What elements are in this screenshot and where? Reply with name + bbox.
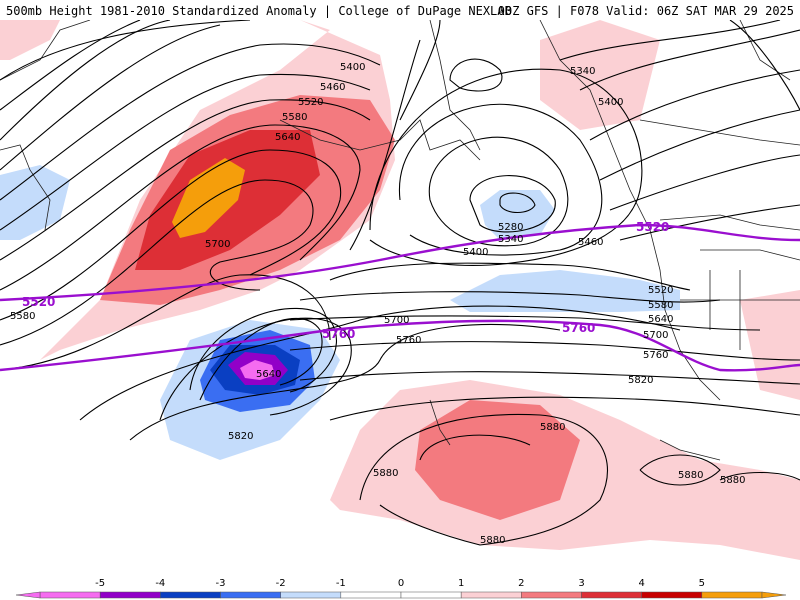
- colorbar-tick-label: -2: [276, 578, 286, 589]
- contour-label: 5520: [298, 97, 323, 108]
- anomaly-region: [415, 400, 580, 520]
- contour-label: 5400: [598, 97, 623, 108]
- colorbar-tick-label: 2: [518, 578, 524, 589]
- highlight-contours: [0, 223, 800, 372]
- contour-label: 5520: [648, 285, 673, 296]
- colorbar-segment: [581, 591, 642, 599]
- colorbar-tick-label: -1: [336, 578, 346, 589]
- contour-label: 5340: [498, 234, 523, 245]
- contour-label: 5760: [396, 335, 421, 346]
- anomaly-region: [540, 20, 660, 130]
- colorbar-segment: [340, 591, 402, 599]
- title-bar: 500mb Height 1981-2010 Standardized Anom…: [0, 0, 800, 20]
- highlight-labels: 5520 5520 5760 5760: [22, 220, 669, 341]
- colorbar-segment: [39, 591, 101, 599]
- negative-anomaly-shading: [0, 165, 680, 460]
- contour-label: 5640: [648, 314, 673, 325]
- highlight-label: 5520: [636, 220, 669, 234]
- anomaly-region: [480, 190, 555, 240]
- colorbar-tick-label: 5: [699, 578, 705, 589]
- anomaly-map: 5400 5460 5520 5580 5640 5700 5340 5400 …: [0, 20, 800, 580]
- contour-label: 5580: [10, 311, 35, 322]
- colorbar-segment: [160, 591, 221, 599]
- colorbar-tick-label: -5: [95, 578, 105, 589]
- contour-label: 5880: [480, 535, 505, 546]
- contour-label: 5700: [205, 239, 230, 250]
- positive-anomaly-shading: [0, 20, 800, 560]
- colorbar-segment: [641, 591, 703, 599]
- colorbar-tick-label: 1: [458, 578, 464, 589]
- colorbar-segment: [99, 591, 161, 599]
- colorbar-tick-label: -4: [155, 578, 165, 589]
- colorbar-segments: [15, 591, 787, 599]
- contour-label: 5880: [540, 422, 565, 433]
- contour-labels: 5400 5460 5520 5580 5640 5700 5340 5400 …: [10, 62, 745, 546]
- contour-label: 5820: [228, 431, 253, 442]
- contour-label: 5460: [320, 82, 345, 93]
- colorbar-segment: [701, 591, 763, 599]
- contour-label: 5580: [648, 300, 673, 311]
- contour-label: 5700: [384, 315, 409, 326]
- colorbar-tick-label: 4: [638, 578, 644, 589]
- contour-label: 5280: [498, 222, 523, 233]
- contour-label: 5640: [256, 369, 281, 380]
- contour-label: 5880: [678, 470, 703, 481]
- highlight-label: 5760: [322, 327, 355, 341]
- anomaly-region: [172, 158, 245, 238]
- highlight-label: 5520: [22, 295, 55, 309]
- colorbar-high-arrow: [761, 591, 787, 599]
- contour-label: 5880: [373, 468, 398, 479]
- height-contours: [0, 20, 800, 546]
- colorbar-segment: [400, 591, 462, 599]
- colorbar-segment: [280, 591, 342, 599]
- anomaly-region: [0, 165, 70, 240]
- contour-label: 5400: [463, 247, 488, 258]
- contour-label: 5760: [643, 350, 668, 361]
- colorbar-legend: -5 -4 -3 -2 -1 0 1 2 3 4 5: [15, 578, 787, 599]
- contour-label: 5640: [275, 132, 300, 143]
- anomaly-region: [740, 290, 800, 400]
- anomaly-region: [0, 20, 60, 60]
- contour-label: 5340: [570, 66, 595, 77]
- anomaly-region: [450, 270, 680, 312]
- highlight-label: 5760: [562, 321, 595, 335]
- coastlines: [0, 20, 800, 461]
- colorbar-tick-label: 0: [398, 578, 404, 589]
- contour-label: 5700: [643, 330, 668, 341]
- colorbar-tick-label: -3: [216, 578, 226, 589]
- colorbar-segment: [220, 591, 281, 599]
- colorbar-tick-label: 3: [578, 578, 584, 589]
- colorbar-low-arrow: [15, 591, 41, 599]
- colorbar-segment: [521, 591, 582, 599]
- contour-label: 5460: [578, 237, 603, 248]
- colorbar-segment: [460, 591, 522, 599]
- contour-label: 5880: [720, 475, 745, 486]
- contour-label: 5580: [282, 112, 307, 123]
- colorbar-ticks: -5 -4 -3 -2 -1 0 1 2 3 4 5: [95, 578, 705, 589]
- map-title: 500mb Height 1981-2010 Standardized Anom…: [6, 4, 512, 18]
- anomaly-region: [240, 360, 275, 380]
- contour-label: 5820: [628, 375, 653, 386]
- model-run-info: 00Z GFS | F078 Valid: 06Z SAT MAR 29 202…: [497, 4, 794, 18]
- contour-label: 5400: [340, 62, 365, 73]
